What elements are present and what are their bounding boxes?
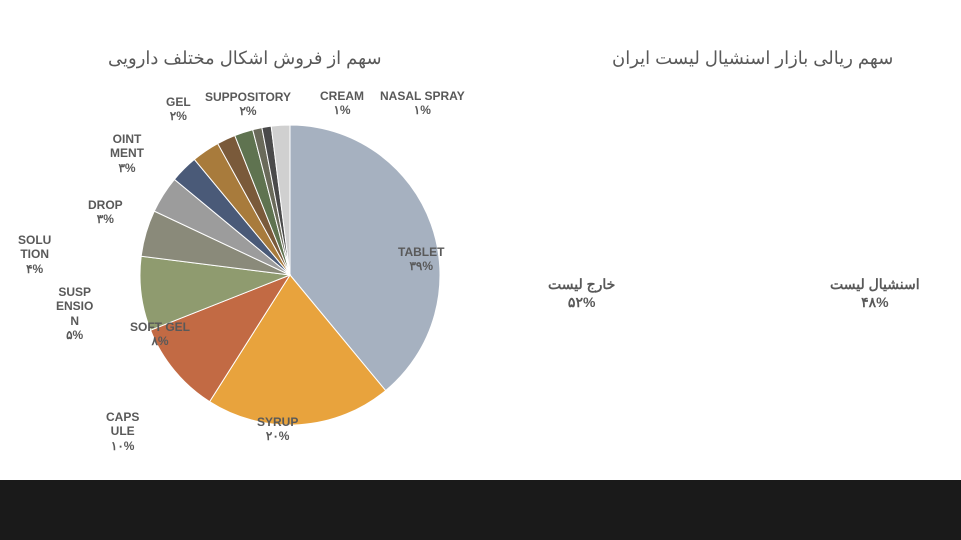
pie-slice-label: OINT MENT ۳% <box>110 132 144 175</box>
pie-slice-label: DROP ۳% <box>88 198 123 227</box>
pie-slice-label: خارج لیست۵۲% <box>548 275 615 311</box>
pie-slice-label: NASAL SPRAY ۱% <box>380 89 465 118</box>
bottom-bar <box>0 480 961 540</box>
charts-area: TABLET ۳۹% SYRUP ۲۰% CAPS ULE ۱۰% SOFT GEL … <box>0 90 961 500</box>
pie-slice-label: CAPS ULE ۱۰% <box>106 410 139 453</box>
pie-slice-label: SUSP ENSIO N ۵% <box>56 285 93 343</box>
pie-slice-label: CREAM ۱% <box>320 89 364 118</box>
right-pie-chart: خارج لیست۵۲% اسنشیال لیست۴۸% <box>470 90 961 500</box>
pie-slice-label: SYRUP ۲۰% <box>257 415 298 444</box>
right-title: سهم ریالی بازار اسنشیال لیست ایران <box>612 48 893 69</box>
pie-slice-label: SUPPOSITORY ۲% <box>205 90 291 119</box>
pie-slice-label: SOFT GEL ۸% <box>130 320 190 349</box>
left-title: سهم از فروش اشکال مختلف دارویی <box>108 48 382 69</box>
pie-slice-label: TABLET ۳۹% <box>398 245 444 274</box>
pie-slice-label: SOLU TION ۴% <box>18 233 51 276</box>
pie-slice-label: اسنشیال لیست۴۸% <box>830 275 920 311</box>
pie-slice-label: GEL ۲% <box>166 95 191 124</box>
left-pie-chart: TABLET ۳۹% SYRUP ۲۰% CAPS ULE ۱۰% SOFT GEL … <box>0 90 500 490</box>
